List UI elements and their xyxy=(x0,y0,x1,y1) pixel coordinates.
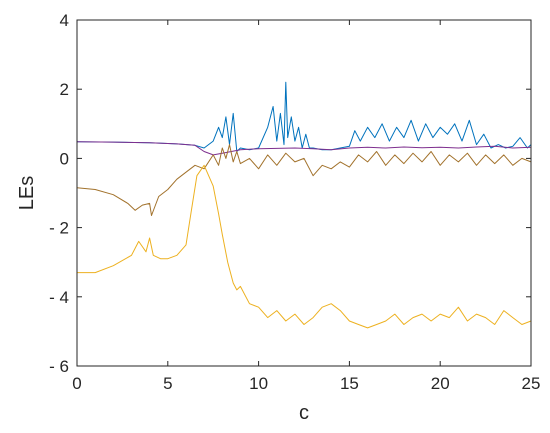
series-line-3 xyxy=(76,144,532,216)
x-tick-label: 25 xyxy=(522,374,541,393)
y-tick-label: - 4 xyxy=(49,288,69,307)
x-axis-label: c xyxy=(299,402,309,424)
series-line-4 xyxy=(77,164,532,329)
y-tick-label: - 2 xyxy=(49,219,69,238)
y-tick-label: - 6 xyxy=(49,357,69,376)
y-tick-label: 2 xyxy=(60,80,69,99)
plot-frame xyxy=(76,19,532,367)
series-line-2 xyxy=(76,141,532,156)
y-tick-label: 0 xyxy=(60,149,69,168)
axes: 0 5 10 15 20 25 - 6 - 4 - 2 0 2 4 xyxy=(49,11,540,393)
series-line-1 xyxy=(76,81,532,152)
x-tick-label: 5 xyxy=(163,374,172,393)
x-tick-label: 20 xyxy=(431,374,450,393)
series-layer xyxy=(76,81,532,329)
y-axis-label: LEs xyxy=(16,176,38,210)
y-tick-label: 4 xyxy=(60,11,69,30)
x-tick-label: 15 xyxy=(340,374,359,393)
x-tick-label: 0 xyxy=(72,374,81,393)
x-tick-label: 10 xyxy=(249,374,268,393)
